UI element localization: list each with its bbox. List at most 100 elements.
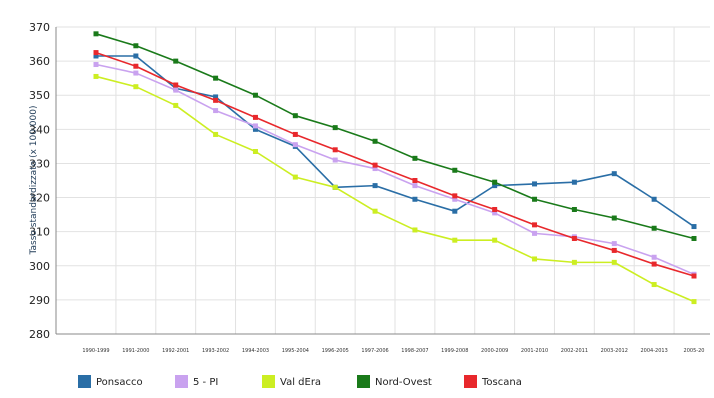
axes [55,27,710,335]
grid [56,26,710,335]
series-nord-ovest [93,31,697,241]
data-point [651,254,657,260]
legend-swatch [357,375,370,388]
data-point [492,206,498,212]
legend-swatch [175,375,188,388]
legend-item: Val dEra [262,375,321,388]
x-tick-label: 1993-2002 [202,348,229,354]
data-point [372,208,378,214]
legend-swatch [78,375,91,388]
data-point [133,63,139,69]
data-point [173,102,179,108]
data-point [611,247,617,253]
data-point [691,224,697,230]
data-point [252,114,258,120]
x-tick-label: 1991-2000 [122,348,149,354]
data-point [252,123,258,129]
x-tick-label: 1995-2004 [282,348,309,354]
x-tick-label: 1992-2001 [162,348,189,354]
series-line [95,33,695,240]
data-point [173,87,179,93]
data-point [332,184,338,190]
legend-item: Ponsacco [78,375,143,388]
x-tick-labels: 1990-1999 1991-2000 1992-2001 1993-2002 1994… [82,348,704,354]
y-tick-label: 350 [29,89,50,102]
data-point [292,142,298,148]
data-point [452,167,458,173]
data-point [452,237,458,243]
x-tick-label: 1996-2005 [322,348,349,354]
data-point [492,183,498,189]
series-line [95,51,695,277]
data-point [412,227,418,233]
y-axis-label: Tasso standardizzato (x 100.000) [29,106,39,256]
data-point [93,53,99,59]
data-point [532,230,538,236]
series-lines [93,31,697,305]
data-point [571,259,577,265]
data-point [93,62,99,68]
x-tick-label: 2003-2012 [601,348,628,354]
x-tick-label: 2000-2009 [481,348,508,354]
legend-swatch [464,375,477,388]
data-point [292,174,298,180]
data-point [412,183,418,189]
data-point [492,210,498,216]
series-toscana [93,50,697,279]
data-point [252,126,258,132]
x-tick-label: 2001-2010 [521,348,548,354]
data-point [492,179,498,185]
data-point [412,196,418,202]
data-point [372,183,378,189]
data-point [532,196,538,202]
data-point [292,131,298,137]
x-tick-label: 1994-2003 [242,348,269,354]
data-point [651,196,657,202]
data-point [452,196,458,202]
data-point [372,138,378,144]
data-point [691,299,697,305]
x-tick-label: 1998-2007 [401,348,428,354]
data-point [173,58,179,64]
data-point [292,113,298,119]
data-point [213,108,219,114]
y-tick-labels: 280 290 300 310 320 330 340 350 360 370 [29,21,50,341]
x-tick-label: 2002-2011 [561,348,588,354]
legend-item: 5 - PI [175,375,218,388]
legend-label: 5 - PI [193,377,218,388]
data-point [571,235,577,241]
legend-swatch [262,375,275,388]
data-point [412,155,418,161]
data-point [93,73,99,79]
legend: Ponsacco 5 - PI Val dEra Nord-Ovest Toscana [78,375,522,388]
y-tick-label: 370 [29,21,50,34]
data-point [571,206,577,212]
x-tick-label: 1997-2006 [361,348,388,354]
data-point [372,166,378,172]
legend-label: Ponsacco [96,377,143,388]
x-tick-label: 2005-20 [684,348,705,354]
data-point [412,178,418,183]
data-point [611,171,617,177]
legend-label: Nord-Ovest [375,377,432,388]
data-point [213,131,219,137]
data-point [651,261,657,267]
data-point [492,237,498,243]
y-tick-label: 300 [29,260,50,273]
y-tick-label: 320 [29,192,50,205]
y-tick-label: 290 [29,294,50,307]
data-point [611,241,617,247]
data-point [532,256,538,262]
data-point [93,31,99,37]
legend-item: Toscana [464,375,522,388]
data-point [213,75,219,81]
y-tick-label: 330 [29,157,50,170]
y-tick-label: 310 [29,226,50,239]
data-point [133,84,139,90]
data-point [213,94,219,100]
data-point [332,157,338,163]
y-tick-label: 360 [29,55,50,68]
data-point [532,181,538,187]
